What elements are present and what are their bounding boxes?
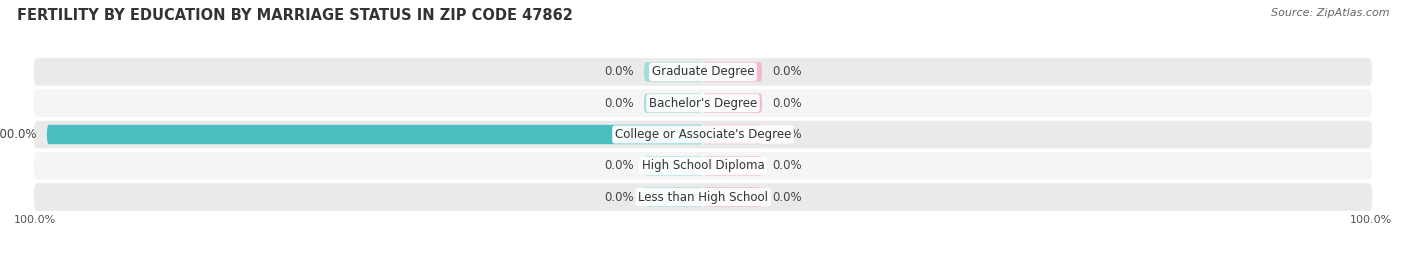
Text: 0.0%: 0.0%	[605, 65, 634, 78]
FancyBboxPatch shape	[703, 187, 762, 207]
Text: Less than High School: Less than High School	[638, 191, 768, 204]
Text: Bachelor's Degree: Bachelor's Degree	[650, 97, 756, 110]
Text: 100.0%: 100.0%	[1350, 215, 1392, 225]
Text: 0.0%: 0.0%	[605, 159, 634, 172]
Text: 0.0%: 0.0%	[772, 97, 801, 110]
Text: 100.0%: 100.0%	[14, 215, 56, 225]
FancyBboxPatch shape	[644, 187, 703, 207]
FancyBboxPatch shape	[644, 94, 703, 113]
Text: 0.0%: 0.0%	[605, 191, 634, 204]
FancyBboxPatch shape	[34, 89, 1372, 117]
Text: 100.0%: 100.0%	[0, 128, 37, 141]
FancyBboxPatch shape	[34, 121, 1372, 148]
Text: 0.0%: 0.0%	[772, 159, 801, 172]
Text: College or Associate's Degree: College or Associate's Degree	[614, 128, 792, 141]
Text: High School Diploma: High School Diploma	[641, 159, 765, 172]
Text: FERTILITY BY EDUCATION BY MARRIAGE STATUS IN ZIP CODE 47862: FERTILITY BY EDUCATION BY MARRIAGE STATU…	[17, 8, 572, 23]
Text: 0.0%: 0.0%	[772, 65, 801, 78]
FancyBboxPatch shape	[34, 183, 1372, 211]
Text: 0.0%: 0.0%	[605, 97, 634, 110]
FancyBboxPatch shape	[34, 152, 1372, 180]
FancyBboxPatch shape	[703, 94, 762, 113]
FancyBboxPatch shape	[644, 62, 703, 82]
FancyBboxPatch shape	[34, 58, 1372, 86]
FancyBboxPatch shape	[703, 156, 762, 175]
FancyBboxPatch shape	[46, 125, 703, 144]
Text: Source: ZipAtlas.com: Source: ZipAtlas.com	[1271, 8, 1389, 18]
FancyBboxPatch shape	[703, 125, 762, 144]
Text: Graduate Degree: Graduate Degree	[652, 65, 754, 78]
FancyBboxPatch shape	[703, 62, 762, 82]
Text: 0.0%: 0.0%	[772, 191, 801, 204]
Text: 0.0%: 0.0%	[772, 128, 801, 141]
FancyBboxPatch shape	[644, 156, 703, 175]
